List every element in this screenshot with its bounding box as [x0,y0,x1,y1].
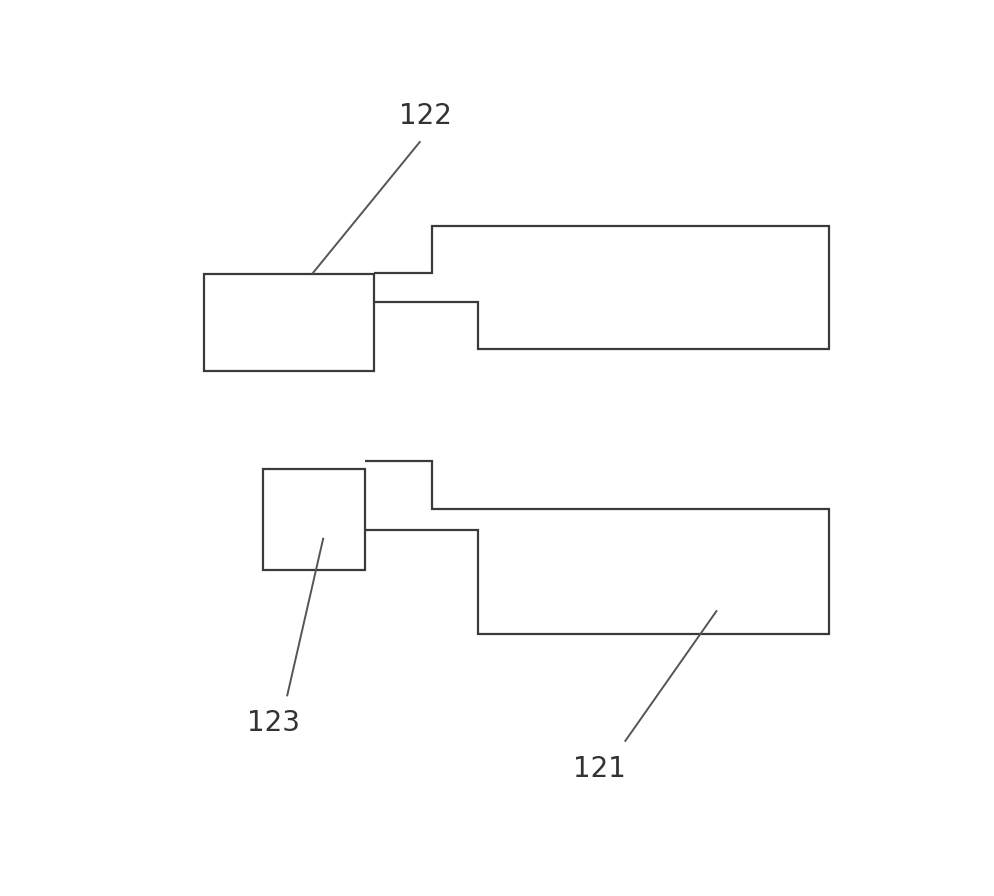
Text: 123: 123 [248,709,300,737]
Text: 121: 121 [573,754,625,783]
Bar [204,274,374,371]
Bar [263,469,365,570]
Text: 122: 122 [399,101,451,130]
